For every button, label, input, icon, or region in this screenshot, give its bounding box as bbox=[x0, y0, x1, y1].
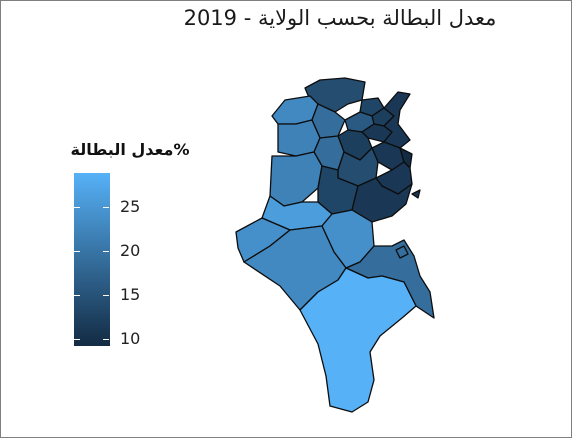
region-nabeul[interactable] bbox=[383, 91, 411, 149]
legend-tick-label: 10 bbox=[120, 329, 141, 348]
legend-tick-mark bbox=[74, 295, 80, 296]
legend-tick-mark bbox=[74, 251, 80, 252]
legend-tick-label: 25 bbox=[120, 197, 141, 216]
region-kasserine[interactable] bbox=[269, 151, 323, 207]
legend-tick-mark bbox=[103, 339, 109, 340]
map-title: معدل البطالة بحسب الولاية - 2019 bbox=[183, 6, 497, 30]
legend-tick-mark bbox=[74, 207, 80, 208]
legend-tick-mark bbox=[103, 251, 109, 252]
island-djerba bbox=[395, 245, 409, 259]
legend-title: %معدل البطالة bbox=[70, 140, 190, 159]
island-kerkennah bbox=[411, 189, 421, 199]
legend-tick-mark bbox=[103, 295, 109, 296]
legend-tick-mark bbox=[74, 339, 80, 340]
legend-tick-label: 15 bbox=[120, 285, 141, 304]
legend-tick-mark bbox=[103, 207, 109, 208]
legend-tick-label: 20 bbox=[120, 241, 141, 260]
legend-color-bar bbox=[73, 172, 111, 347]
region-kef[interactable] bbox=[277, 119, 321, 157]
region-tataouine[interactable] bbox=[299, 267, 417, 413]
